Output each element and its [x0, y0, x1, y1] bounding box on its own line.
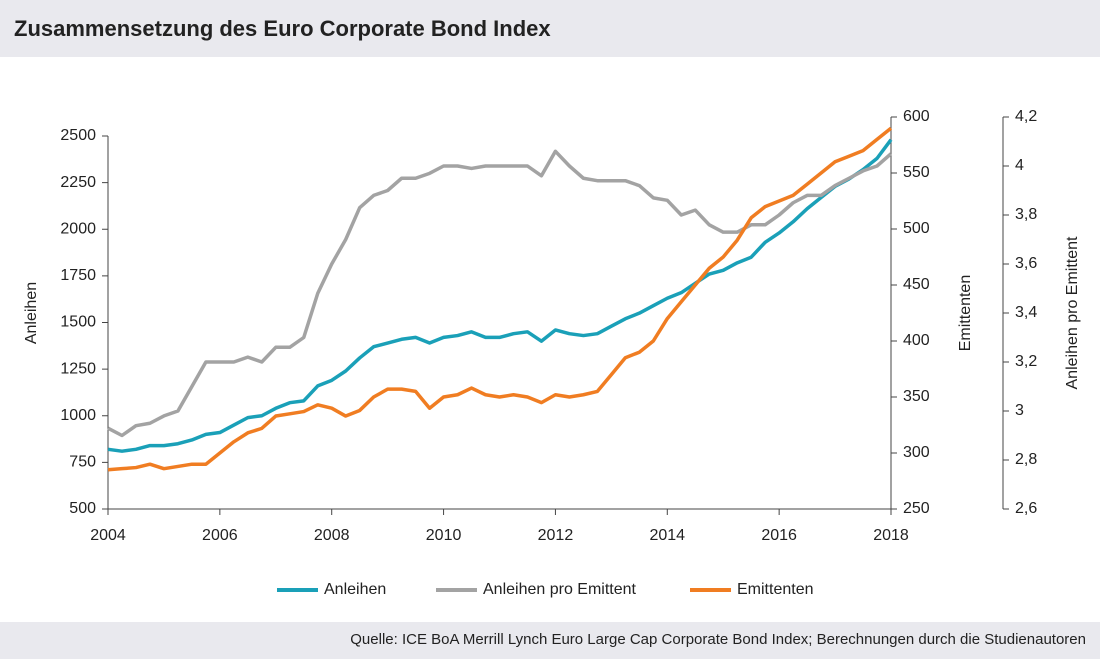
y3-tick-label: 2,8 [1015, 451, 1037, 468]
y3-tick-label: 3 [1015, 402, 1024, 419]
legend-label: Anleihen pro Emittent [483, 581, 637, 598]
y-tick-label: 2000 [60, 220, 96, 237]
y2-tick-label: 500 [903, 220, 930, 237]
y-tick-label: 750 [69, 454, 96, 471]
x-tick-label: 2012 [538, 527, 574, 544]
y3-tick-label: 2,6 [1015, 500, 1037, 517]
y2-tick-label: 400 [903, 332, 930, 349]
y2-tick-label: 600 [903, 108, 930, 125]
x-tick-label: 2010 [426, 527, 462, 544]
series-line [107, 138, 893, 453]
y-tick-label: 1750 [60, 267, 96, 284]
source: Quelle: ICE BoA Merrill Lynch Euro Large… [350, 631, 1086, 648]
y-tick-label: 2500 [60, 127, 96, 144]
chart-title: Zusammensetzung des Euro Corporate Bond … [14, 16, 551, 41]
y-tick-label: 500 [69, 500, 96, 517]
y-axis-label: Anleihen [23, 282, 40, 344]
legend-label: Anleihen [324, 581, 386, 598]
y2-tick-label: 350 [903, 388, 930, 405]
y3-tick-label: 3,8 [1015, 206, 1037, 223]
y3-axis-label: Anleihen pro Emittent [1064, 236, 1081, 390]
x-tick-label: 2006 [202, 527, 238, 544]
x-tick-label: 2008 [314, 527, 350, 544]
y3-tick-label: 4,2 [1015, 108, 1037, 125]
y2-tick-label: 450 [903, 276, 930, 293]
y3-tick-label: 3,6 [1015, 255, 1037, 272]
y3-tick-label: 4 [1015, 157, 1024, 174]
y-tick-label: 1500 [60, 314, 96, 331]
x-tick-label: 2018 [873, 527, 909, 544]
footer-band [0, 622, 1100, 659]
x-tick-label: 2004 [90, 527, 126, 544]
y2-tick-label: 250 [903, 500, 930, 517]
x-tick-label: 2016 [761, 527, 797, 544]
y2-tick-label: 550 [903, 164, 930, 181]
header-band [0, 0, 1100, 57]
y3-tick-label: 3,2 [1015, 353, 1037, 370]
y2-axis-label: Emittenten [957, 275, 974, 351]
y-tick-label: 1000 [60, 407, 96, 424]
legend-label: Emittenten [737, 581, 813, 598]
y3-tick-label: 3,4 [1015, 304, 1037, 321]
y2-tick-label: 300 [903, 444, 930, 461]
series-line [107, 149, 893, 438]
y-tick-label: 1250 [60, 360, 96, 377]
series-line [107, 126, 893, 472]
y-tick-label: 2250 [60, 174, 96, 191]
x-tick-label: 2014 [649, 527, 685, 544]
